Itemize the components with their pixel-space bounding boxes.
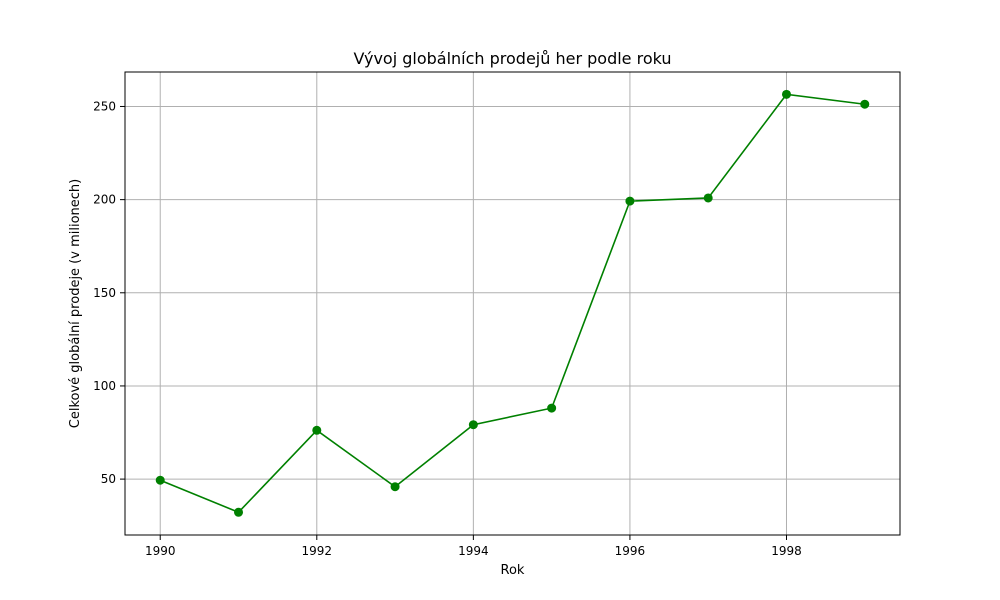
y-tick-label: 100 — [93, 379, 116, 393]
x-tick-label: 1990 — [145, 544, 176, 558]
plot-frame — [124, 71, 901, 536]
series-layer — [155, 89, 870, 517]
data-point — [860, 99, 870, 109]
y-axis-label: Celkové globální prodeje (v milionech) — [68, 179, 83, 428]
data-point — [390, 482, 400, 492]
x-tick-label: 1992 — [302, 544, 333, 558]
data-point — [234, 507, 244, 517]
data-point — [547, 403, 557, 413]
data-point — [781, 89, 791, 99]
x-tick-label: 1996 — [615, 544, 646, 558]
data-point — [703, 193, 713, 203]
grid-lines — [125, 72, 900, 535]
y-tick-label: 200 — [93, 193, 116, 207]
data-point — [312, 425, 322, 435]
x-axis-label: Rok — [501, 563, 525, 578]
y-tick-label: 250 — [93, 99, 116, 113]
data-point — [155, 475, 165, 485]
x-tick-label: 1994 — [458, 544, 489, 558]
y-tick-label: 150 — [93, 286, 116, 300]
y-tick-label: 50 — [101, 472, 116, 486]
axis-ticks: 1990 1992 1994 1996 1998 50 100 150 200 250 — [93, 99, 802, 558]
data-point — [625, 196, 635, 206]
chart-title: Vývoj globálních prodejů her podle roku — [353, 49, 671, 68]
x-tick-label: 1998 — [771, 544, 802, 558]
series-line — [159, 93, 865, 514]
data-point — [468, 420, 478, 430]
